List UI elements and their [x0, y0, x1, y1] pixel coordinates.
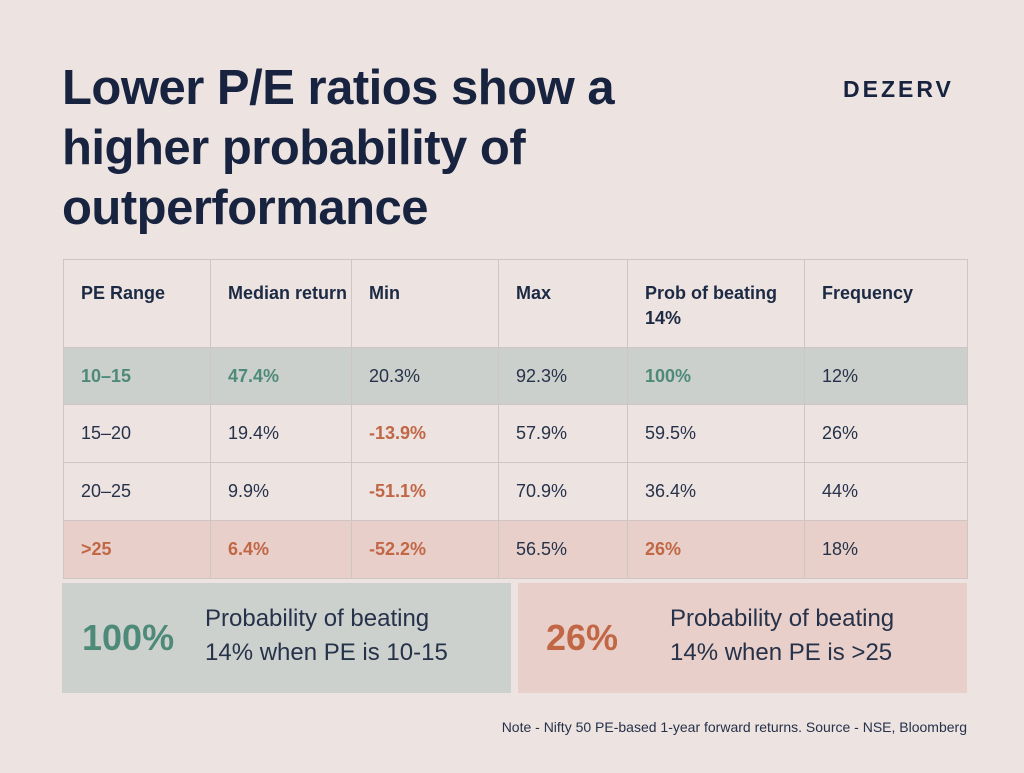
table-cell: 47.4% — [210, 347, 352, 405]
table-cell: -52.2% — [351, 520, 499, 579]
table-cell: 36.4% — [627, 462, 805, 521]
table-cell: >25 — [63, 520, 211, 579]
pe-returns-table: PE Range Median return Min Max Prob of b… — [63, 259, 968, 579]
table-cell: 18% — [804, 520, 968, 579]
title-line: Lower P/E ratios show a — [62, 61, 615, 115]
table-cell: 6.4% — [210, 520, 352, 579]
title-line: higher probability of — [62, 121, 526, 175]
callout-line: 14% when PE is 10-15 — [205, 639, 448, 666]
callout-description: Probability of beating 14% when PE is 10… — [205, 602, 505, 670]
table-cell: 44% — [804, 462, 968, 521]
title-line: outperformance — [62, 181, 429, 235]
table-cell: 20.3% — [351, 347, 499, 405]
table-row: 10–15 47.4% 20.3% 92.3% 100% 12% — [63, 347, 968, 405]
header-median-return: Median return — [210, 259, 352, 348]
header-pe-range: PE Range — [63, 259, 211, 348]
table-cell: 92.3% — [498, 347, 628, 405]
table-cell: 9.9% — [210, 462, 352, 521]
table-cell: 10–15 — [63, 347, 211, 405]
callout-line: Probability of beating — [205, 605, 430, 632]
callout-line: Probability of beating — [670, 605, 895, 632]
callout-description: Probability of beating 14% when PE is >2… — [670, 602, 960, 670]
table-cell: 56.5% — [498, 520, 628, 579]
table-cell: -13.9% — [351, 404, 499, 463]
callout-low-pe: 100% Probability of beating 14% when PE … — [62, 583, 511, 693]
page-title: Lower P/E ratios show a higher probabili… — [62, 58, 762, 238]
table-cell: 26% — [804, 404, 968, 463]
header-max: Max — [498, 259, 628, 348]
header-prob-beating: Prob of beating 14% — [627, 259, 805, 348]
header-frequency: Frequency — [804, 259, 968, 348]
brand-logo: DEZERV — [843, 76, 954, 102]
callout-value: 26% — [546, 617, 619, 658]
table-cell: 26% — [627, 520, 805, 579]
table-cell: 19.4% — [210, 404, 352, 463]
table-header-row: PE Range Median return Min Max Prob of b… — [63, 259, 968, 348]
table-cell: -51.1% — [351, 462, 499, 521]
table-cell: 70.9% — [498, 462, 628, 521]
callout-value: 100% — [82, 617, 175, 658]
table-cell: 15–20 — [63, 404, 211, 463]
table-row: 20–25 9.9% -51.1% 70.9% 36.4% 44% — [63, 462, 968, 521]
table-row: 15–20 19.4% -13.9% 57.9% 59.5% 26% — [63, 404, 968, 463]
table-cell: 100% — [627, 347, 805, 405]
table-row: >25 6.4% -52.2% 56.5% 26% 18% — [63, 520, 968, 579]
source-note: Note - Nifty 50 PE-based 1-year forward … — [501, 719, 967, 735]
table-cell: 59.5% — [627, 404, 805, 463]
table-cell: 12% — [804, 347, 968, 405]
table-cell: 57.9% — [498, 404, 628, 463]
callout-high-pe: 26% Probability of beating 14% when PE i… — [518, 583, 967, 693]
callout-line: 14% when PE is >25 — [670, 639, 893, 666]
header-min: Min — [351, 259, 499, 348]
table-cell: 20–25 — [63, 462, 211, 521]
